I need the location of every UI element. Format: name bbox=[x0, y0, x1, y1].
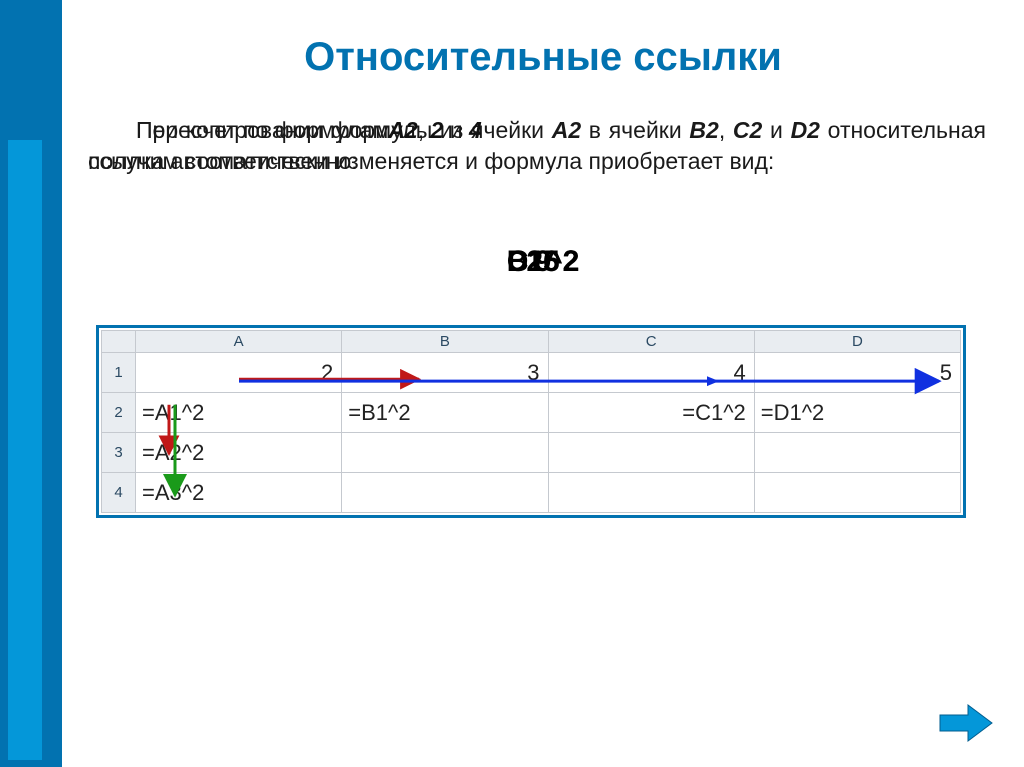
cell-D1[interactable]: 5 bbox=[754, 353, 960, 393]
ov-b: , bbox=[418, 117, 431, 143]
cell-A1[interactable]: 2 bbox=[136, 353, 342, 393]
ov-e: 4 bbox=[469, 117, 482, 143]
cell-C2[interactable]: =C1^2 bbox=[548, 393, 754, 433]
ov-d: и bbox=[443, 117, 469, 143]
cell-C3[interactable] bbox=[548, 433, 754, 473]
slide-title: Относительные ссылки bbox=[62, 35, 1024, 80]
cell-A3[interactable]: =A2^2 bbox=[136, 433, 342, 473]
ov-a2: А2 bbox=[388, 117, 417, 143]
col-C: C bbox=[548, 331, 754, 353]
body-paragraph: При копировании формулы из ячейки А2 в я… bbox=[88, 115, 986, 177]
cell-A2[interactable]: =A1^2 bbox=[136, 393, 342, 433]
row-2: 2 bbox=[102, 393, 136, 433]
cell-B2[interactable]: =B1^2 bbox=[342, 393, 548, 433]
cell-C4[interactable] bbox=[548, 473, 754, 513]
row-1: 1 bbox=[102, 353, 136, 393]
ov-c: 2 bbox=[431, 117, 444, 143]
side-bar bbox=[0, 0, 62, 767]
slide: Относительные ссылки При копировании фор… bbox=[0, 0, 1024, 767]
cell-A4[interactable]: =A3^2 bbox=[136, 473, 342, 513]
cell-B3[interactable] bbox=[342, 433, 548, 473]
sheet-table: A B C D 1 2 3 4 5 2 =A1^2 =B1^2 =C1^2 =D… bbox=[101, 330, 961, 513]
next-button[interactable] bbox=[938, 701, 994, 745]
cell-B4[interactable] bbox=[342, 473, 548, 513]
col-D: D bbox=[754, 331, 960, 353]
col-A: A bbox=[136, 331, 342, 353]
cell-D2[interactable]: =D1^2 bbox=[754, 393, 960, 433]
corner-cell bbox=[102, 331, 136, 353]
ov-f: получим соответственно: bbox=[88, 148, 358, 174]
arrow-right-icon bbox=[938, 701, 994, 745]
cell-D3[interactable] bbox=[754, 433, 960, 473]
cell-D4[interactable] bbox=[754, 473, 960, 513]
overlay-paragraph: Пересчет по формуламА2, 2 и 4 получим со… bbox=[88, 115, 986, 177]
side-bar-light bbox=[8, 140, 42, 760]
spreadsheet: A B C D 1 2 3 4 5 2 =A1^2 =B1^2 =C1^2 =D… bbox=[96, 325, 966, 518]
ov-a: Пересчет по формулам bbox=[136, 117, 388, 143]
col-B: B bbox=[342, 331, 548, 353]
cell-B1[interactable]: 3 bbox=[342, 353, 548, 393]
row-3: 3 bbox=[102, 433, 136, 473]
formula-ov3: 25 bbox=[62, 245, 1024, 279]
row-4: 4 bbox=[102, 473, 136, 513]
cell-C1[interactable]: 4 bbox=[548, 353, 754, 393]
